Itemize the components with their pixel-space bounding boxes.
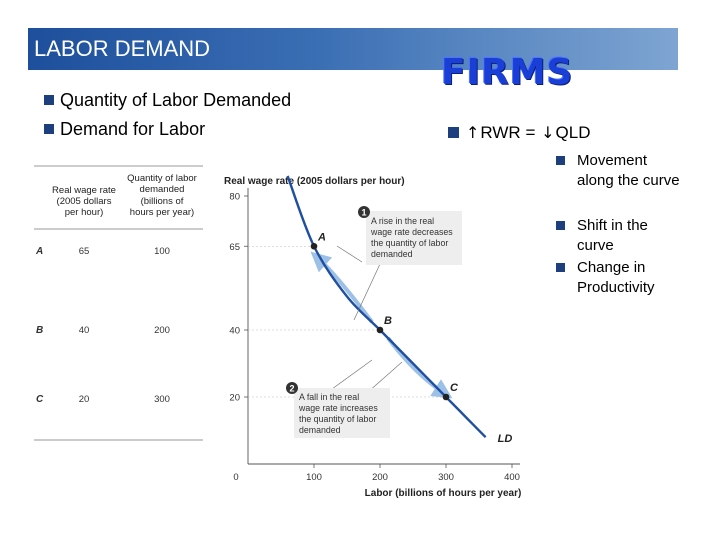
sub-bullet-productivity: Change in Productivity — [556, 258, 655, 298]
y-tick-label: 20 — [229, 393, 240, 404]
y-tick-label: 80 — [229, 192, 240, 203]
annotation-line: wage rate increases — [298, 403, 378, 413]
bullet-square-icon — [556, 221, 565, 230]
annotation-line: the quantity of labor — [371, 238, 448, 248]
bullet-square-icon — [556, 263, 565, 272]
annotation-rise: 1 A rise in the real wage rate decreases… — [336, 206, 462, 321]
table-row-label: B — [36, 325, 43, 336]
qld-text: QLD — [555, 123, 591, 142]
y-tick-label: 40 — [229, 326, 240, 337]
x-tick-label: 200 — [372, 472, 388, 483]
ld-curve-label: LD — [498, 433, 513, 445]
annotation-line: demanded — [371, 249, 413, 259]
table-cell-rwr: 40 — [79, 325, 90, 336]
sub-bullet-line: Change in — [577, 259, 646, 276]
x-tick-label: 100 — [306, 472, 322, 483]
data-point-label: C — [450, 382, 459, 394]
data-point — [442, 393, 450, 401]
annotation-number: 1 — [361, 208, 366, 218]
table-row-label: A — [35, 246, 43, 257]
data-point-label: A — [317, 231, 326, 243]
annotation-rise-leader — [336, 245, 363, 263]
table-header-rwr-line: Real wage rate — [52, 185, 116, 196]
annotation-number: 2 — [289, 384, 294, 394]
data-point-label: B — [384, 315, 392, 327]
x-tick-label: 400 — [504, 472, 520, 483]
firms-heading: FIRMS — [441, 52, 574, 93]
table-header-rwr-line: (2005 dollars — [57, 196, 112, 207]
data-point — [376, 326, 384, 334]
title-bar — [28, 28, 678, 70]
table-cell-rwr: 20 — [79, 394, 90, 405]
table-header-qld-line: hours per year) — [130, 207, 194, 218]
x-tick-label: 0 — [233, 472, 238, 483]
sub-bullet-line: Movement — [577, 152, 648, 169]
sub-bullet-line: curve — [577, 237, 614, 254]
table-cell-qld: 300 — [154, 394, 170, 405]
annotation-fall-leader — [331, 359, 373, 390]
data-point — [310, 242, 318, 250]
annotation-line: demanded — [299, 425, 341, 435]
rwr-text: RWR — [480, 123, 521, 142]
y-axis-title: Real wage rate (2005 dollars per hour) — [224, 176, 405, 187]
bullet-quantity-labor-demanded: Quantity of Labor Demanded — [44, 90, 291, 111]
table-header-qld-line: (billions of — [141, 196, 184, 207]
table-cell-rwr: 65 — [79, 246, 90, 257]
y-tick-label: 65 — [229, 242, 240, 253]
annotation-line: the quantity of labor — [299, 414, 376, 424]
up-arrow-icon: ↑ — [466, 123, 480, 142]
sub-bullet-line: Shift in the — [577, 217, 648, 234]
x-tick-label: 300 — [438, 472, 454, 483]
annotation-number-badge — [358, 206, 370, 218]
sub-bullet-movement: Movement along the curve — [556, 151, 680, 191]
bullet-demand-for-labor: Demand for Labor — [44, 119, 205, 140]
annotation-fall: 2 A fall in the real wage rate increases… — [286, 359, 403, 438]
bullet-text: Demand for Labor — [60, 119, 206, 139]
table-header-qld-line: demanded — [140, 184, 185, 195]
annotation-number-badge — [286, 382, 298, 394]
annotation-line: A fall in the real — [299, 392, 359, 402]
down-arrow-icon: ↓ — [541, 123, 555, 142]
table-header-qld-line: Quantity of labor — [127, 173, 197, 184]
equals-text: = — [525, 123, 536, 142]
annotation-line: wage rate decreases — [370, 227, 453, 237]
bullet-square-icon — [44, 95, 54, 105]
annotation-fall-leader — [367, 361, 403, 393]
slide-title: LABOR DEMAND — [34, 36, 211, 61]
table-cell-qld: 200 — [154, 325, 170, 336]
rwr-qld-relation: ↑ RWR = ↓ QLD — [448, 123, 590, 143]
annotation-rise-leader — [353, 263, 381, 321]
sub-bullet-line: Productivity — [577, 279, 655, 296]
bullet-square-icon — [44, 124, 54, 134]
table-row-label: C — [36, 394, 44, 405]
table-cell-qld: 100 — [154, 246, 170, 257]
annotation-fall-box — [294, 388, 390, 438]
sub-bullet-line: along the curve — [577, 172, 680, 189]
labor-demand-table: Real wage rate (2005 dollars per hour) Q… — [34, 165, 203, 441]
bullet-square-icon — [448, 127, 459, 138]
labor-demand-chart: Real wage rate (2005 dollars per hour) L… — [224, 175, 522, 499]
sub-bullet-shift: Shift in the curve — [556, 216, 648, 256]
annotation-line: A rise in the real — [371, 216, 434, 226]
bullet-text: Quantity of Labor Demanded — [60, 90, 292, 110]
table-header-rwr-line: per hour) — [65, 207, 104, 218]
x-axis-title: Labor (billions of hours per year) — [365, 488, 522, 499]
annotation-rise-box — [366, 211, 462, 265]
bullet-square-icon — [556, 156, 565, 165]
